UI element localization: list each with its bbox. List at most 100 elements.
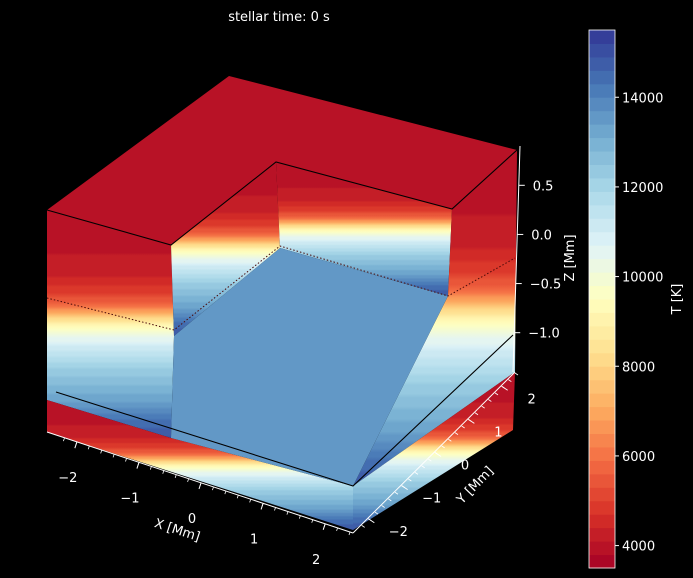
minor-tick [474, 412, 479, 416]
colorbar-level [589, 204, 615, 219]
tick-label: 0 [461, 459, 469, 474]
minor-tick [421, 465, 425, 469]
minor-tick [100, 450, 103, 454]
minor-tick [394, 491, 399, 495]
colorbar-level [589, 487, 615, 502]
minor-tick [494, 392, 499, 396]
face-right-side [353, 150, 517, 486]
colorbar-level [589, 218, 615, 233]
cutaway-floor [171, 248, 448, 486]
minor-tick [388, 498, 392, 502]
colorbar-level [589, 406, 615, 421]
colorbar-level [589, 191, 615, 206]
minor-tick [461, 425, 465, 429]
colorbar-tick-label: 4000 [622, 540, 655, 555]
colorbar-level [589, 312, 615, 327]
face-right-lower [353, 372, 515, 530]
z-ticks: 0.5 0.0 −0.5 −1.0 [514, 179, 562, 342]
colorbar-level [589, 285, 615, 300]
colorbar-level [589, 325, 615, 340]
colorbar-level [589, 177, 615, 192]
colorbar-level [589, 299, 615, 313]
tick-label: −1 [422, 492, 441, 507]
major-tick [401, 485, 408, 491]
minor-tick [414, 472, 419, 475]
colorbar: 4000 6000 8000 10000 12000 14000 T [K] [588, 29, 685, 569]
minor-tick [361, 525, 365, 528]
z-axis-label: Z [Mm] [563, 234, 578, 281]
colorbar-level [589, 245, 615, 260]
face-notch-inner [276, 162, 452, 296]
colorbar-ticks: 4000 6000 8000 10000 12000 14000 [615, 91, 663, 555]
colorbar-tick-label: 10000 [622, 271, 663, 286]
colorbar-level [589, 541, 615, 556]
minor-tick [162, 470, 165, 474]
major-tick [322, 523, 326, 530]
colorbar-level [589, 473, 615, 488]
face-notch-step [171, 162, 280, 336]
minor-tick [441, 445, 445, 449]
tick-label: −2 [58, 471, 77, 486]
colorbar-level [589, 514, 615, 529]
minor-tick [311, 519, 314, 523]
face-top [47, 76, 517, 245]
minor-tick [112, 454, 115, 458]
colorbar-level [589, 164, 615, 179]
colorbar-level [589, 527, 615, 542]
colorbar-level [589, 151, 615, 165]
colorbar-level [589, 433, 615, 448]
colorbar-level [589, 124, 615, 139]
minor-tick [481, 405, 485, 409]
x-ticks: −2 −1 0 1 2 [58, 437, 351, 568]
y-axis-line [352, 371, 516, 534]
colorbar-level [589, 352, 615, 367]
colorbar-level [589, 446, 615, 461]
major-tick [136, 462, 140, 469]
major-tick [501, 385, 508, 391]
tick-label: 0 [188, 512, 196, 527]
face-front-bottom [47, 400, 353, 530]
major-tick [74, 442, 78, 449]
minor-tick [63, 437, 65, 442]
minor-tick [428, 458, 432, 462]
minor-tick [374, 511, 379, 515]
colorbar-level [589, 272, 615, 287]
minor-tick [274, 507, 276, 511]
colorbar-level [589, 366, 615, 381]
tick-label: 0.0 [531, 228, 552, 243]
colorbar-level [589, 56, 615, 71]
colorbar-level [589, 231, 615, 246]
minor-tick [286, 511, 289, 515]
minor-tick [381, 505, 385, 508]
face-left-front [47, 210, 174, 438]
tick-label: −1 [120, 492, 139, 507]
major-tick [260, 503, 264, 510]
colorbar-level [589, 393, 615, 408]
tick-label: −0.5 [530, 278, 562, 293]
colorbar-frame [588, 29, 616, 569]
x-axis-line [46, 431, 354, 534]
colorbar-level [589, 258, 615, 273]
outline-top [46, 149, 518, 246]
minor-tick [348, 531, 351, 536]
tick-label: 2 [312, 553, 320, 568]
tick-label: 1 [250, 532, 258, 547]
colorbar-level [589, 97, 615, 112]
colorbar-level [589, 420, 615, 434]
tick-label: 1 [494, 425, 502, 440]
minor-tick [125, 458, 127, 462]
colorbar-tick-label: 8000 [622, 360, 655, 375]
y-ticks: −2 −1 0 1 2 [361, 372, 536, 540]
colorbar-level [589, 460, 615, 475]
tick-label: −1.0 [528, 327, 560, 342]
major-tick [468, 418, 475, 424]
minor-tick [236, 495, 239, 499]
minor-tick [224, 491, 227, 495]
minor-tick [149, 466, 152, 470]
outline-bottom [55, 334, 514, 487]
volume-group [46, 76, 518, 530]
major-tick [434, 452, 442, 457]
colorbar-level [589, 30, 615, 44]
minor-tick [514, 372, 519, 376]
